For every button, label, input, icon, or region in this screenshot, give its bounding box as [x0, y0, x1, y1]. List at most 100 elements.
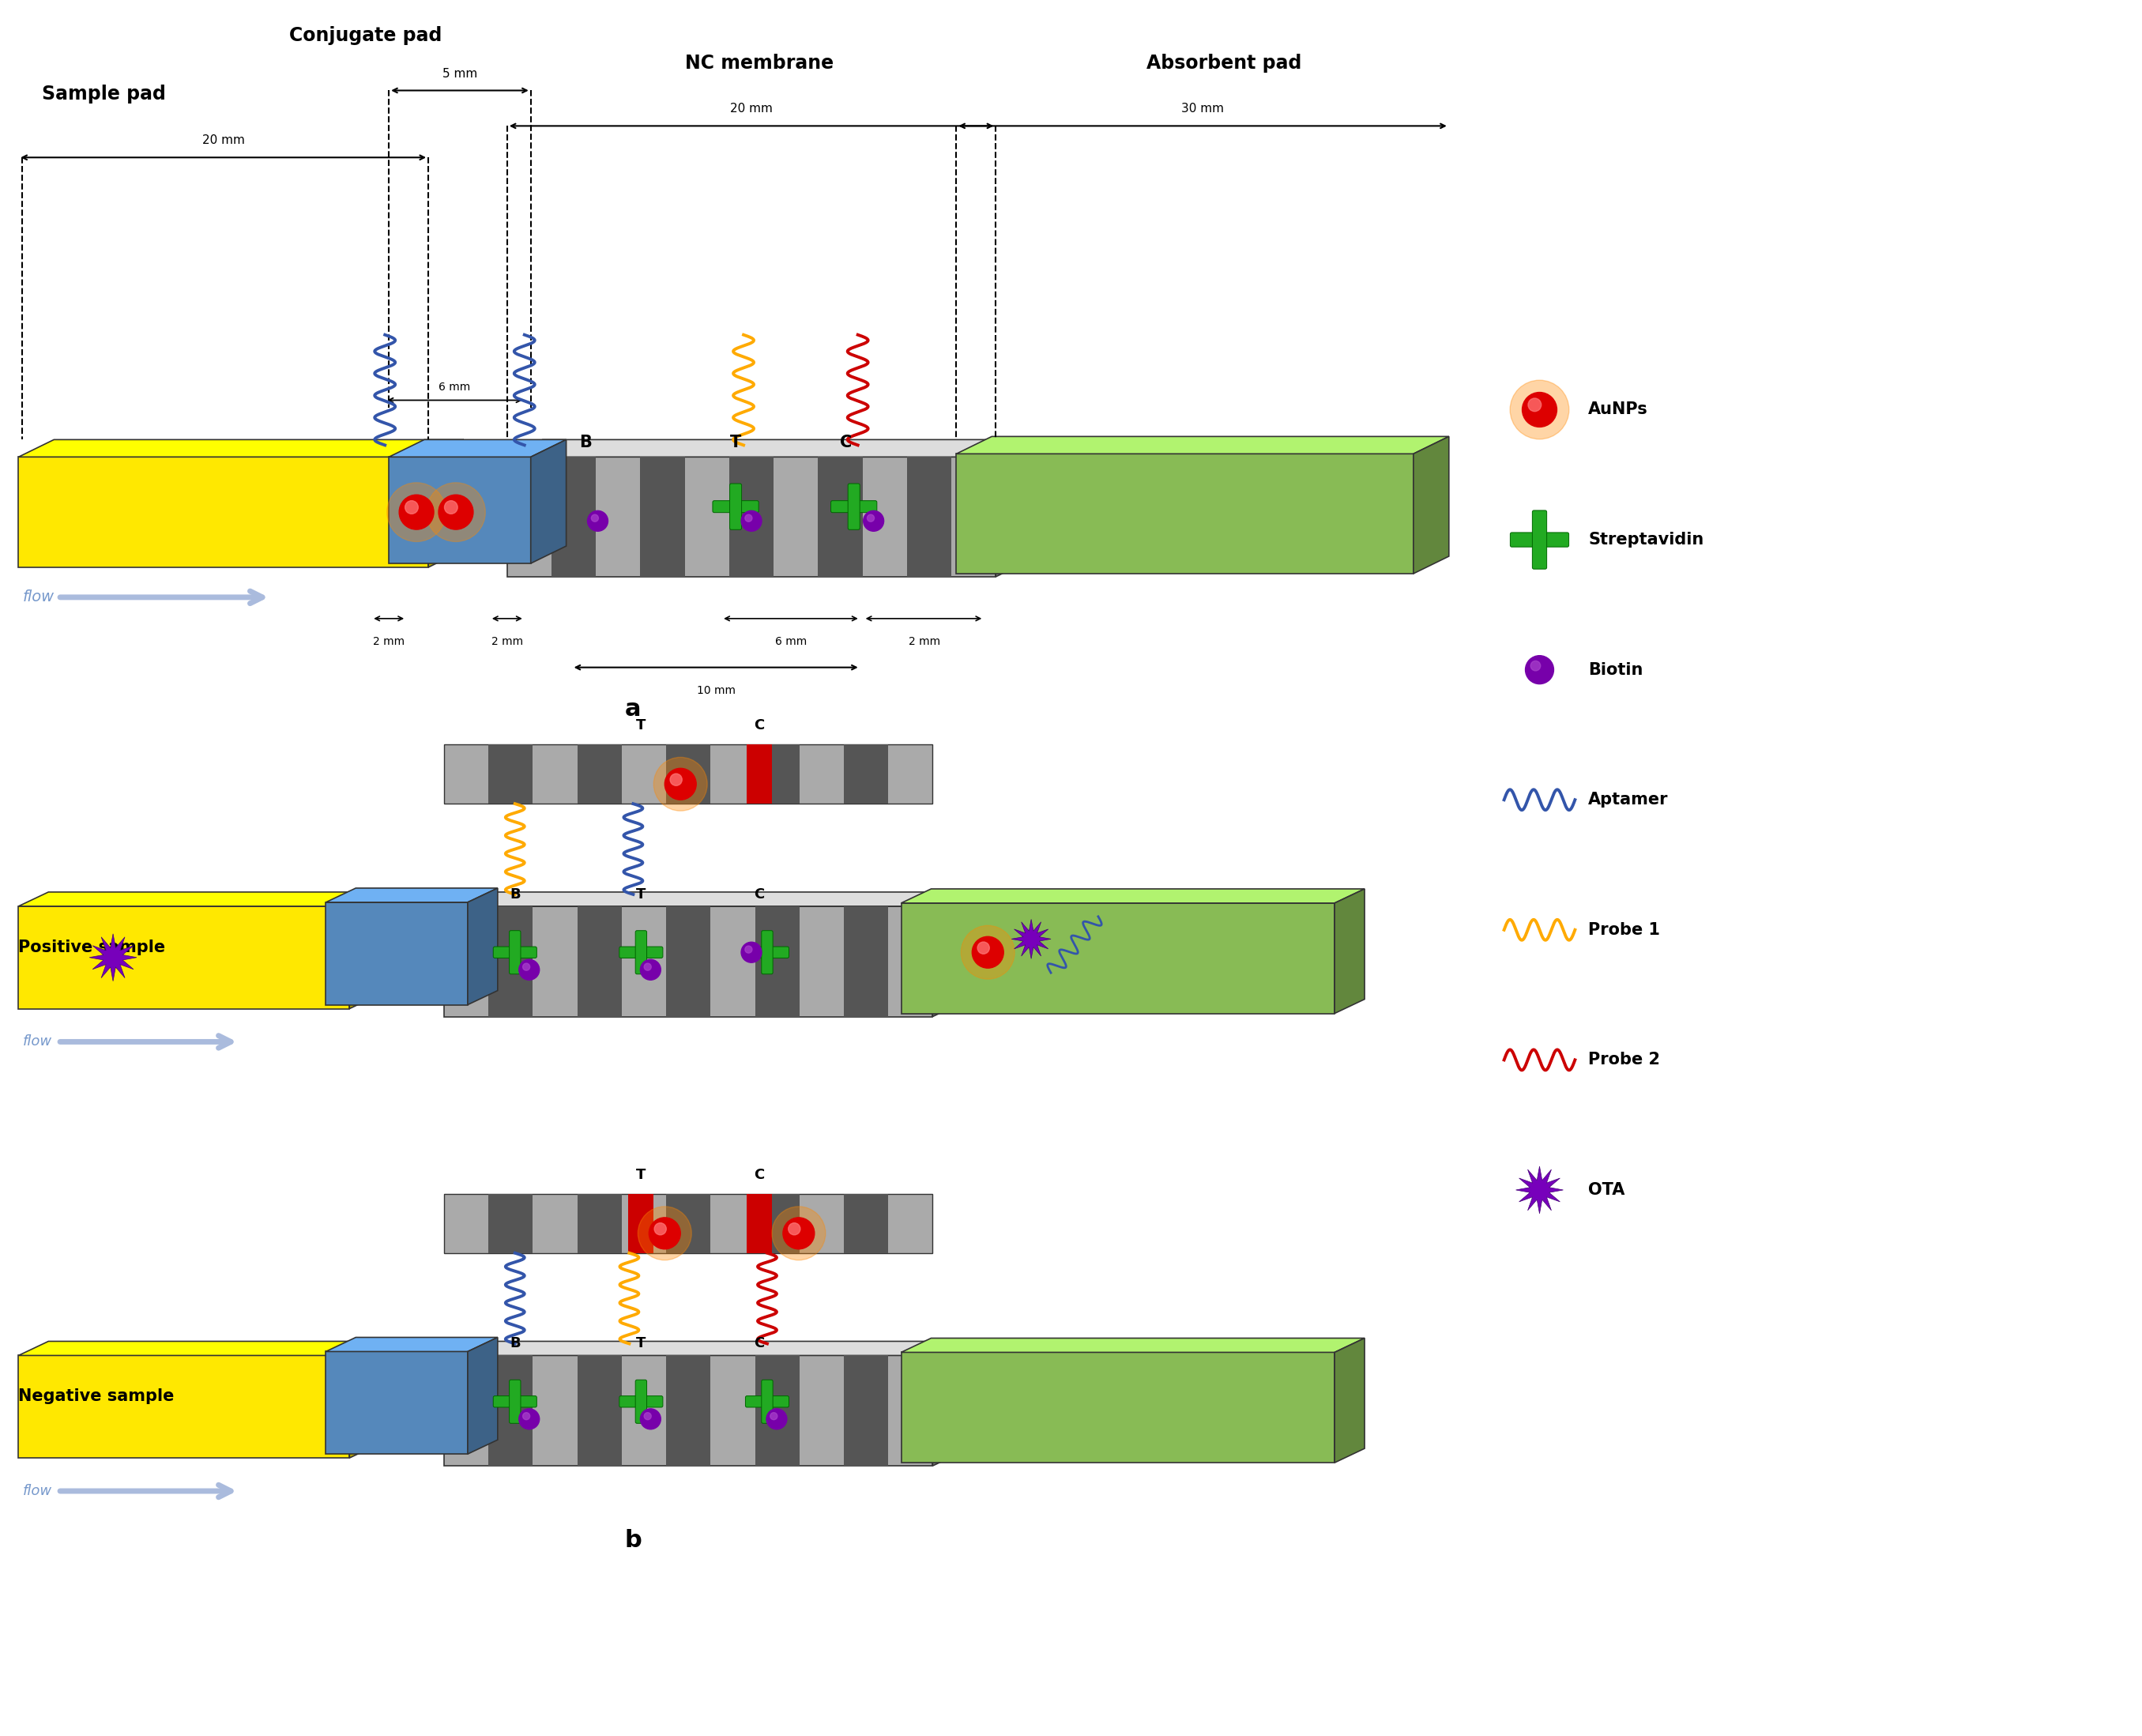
Polygon shape	[488, 906, 533, 1017]
Polygon shape	[19, 1356, 349, 1458]
Circle shape	[439, 495, 473, 529]
Text: Probe 2: Probe 2	[1589, 1052, 1660, 1068]
Text: T: T	[636, 1337, 647, 1351]
Circle shape	[518, 960, 540, 981]
FancyBboxPatch shape	[493, 1396, 538, 1408]
Text: 20 mm: 20 mm	[201, 135, 244, 146]
Text: C: C	[754, 1168, 765, 1182]
Bar	[666, 1194, 711, 1253]
Polygon shape	[754, 906, 799, 1017]
Text: 5 mm: 5 mm	[443, 68, 478, 80]
Circle shape	[649, 1217, 681, 1250]
Circle shape	[664, 769, 696, 800]
Polygon shape	[508, 457, 996, 576]
Circle shape	[587, 510, 608, 531]
Text: Absorbent pad: Absorbent pad	[1146, 54, 1302, 73]
Polygon shape	[19, 1342, 379, 1356]
Text: flow: flow	[21, 590, 54, 604]
Text: flow: flow	[21, 1484, 51, 1498]
Polygon shape	[578, 1356, 621, 1465]
Circle shape	[405, 500, 418, 514]
FancyBboxPatch shape	[493, 946, 538, 958]
FancyBboxPatch shape	[636, 1380, 647, 1424]
FancyBboxPatch shape	[510, 1380, 521, 1424]
Text: 2 mm: 2 mm	[491, 635, 523, 648]
Circle shape	[426, 483, 486, 542]
Bar	[666, 745, 711, 804]
Circle shape	[638, 1207, 692, 1260]
Text: C: C	[754, 887, 765, 901]
Polygon shape	[349, 892, 379, 1009]
Circle shape	[518, 1408, 540, 1429]
Circle shape	[1510, 380, 1568, 439]
Polygon shape	[467, 889, 497, 1005]
Bar	[748, 745, 771, 804]
Polygon shape	[19, 439, 465, 457]
Circle shape	[388, 483, 446, 542]
Polygon shape	[818, 457, 863, 576]
Circle shape	[645, 963, 651, 970]
Polygon shape	[390, 439, 565, 457]
Polygon shape	[19, 906, 349, 1009]
Text: b: b	[625, 1529, 643, 1552]
Text: 10 mm: 10 mm	[696, 684, 735, 696]
FancyBboxPatch shape	[619, 1396, 662, 1408]
Text: Streptavidin: Streptavidin	[1589, 531, 1703, 547]
Polygon shape	[531, 439, 565, 564]
Circle shape	[523, 1413, 529, 1420]
FancyBboxPatch shape	[831, 500, 876, 512]
Bar	[578, 745, 621, 804]
Circle shape	[1523, 392, 1557, 427]
Text: 30 mm: 30 mm	[1180, 102, 1223, 115]
Polygon shape	[326, 1337, 497, 1352]
Polygon shape	[902, 1338, 1364, 1352]
Circle shape	[868, 514, 874, 523]
Bar	[488, 1194, 533, 1253]
Text: Sample pad: Sample pad	[43, 85, 167, 104]
Circle shape	[1532, 661, 1540, 670]
Text: C: C	[754, 719, 765, 733]
Circle shape	[640, 1408, 660, 1429]
Polygon shape	[349, 1342, 379, 1458]
Circle shape	[645, 1413, 651, 1420]
Polygon shape	[955, 453, 1414, 573]
Text: NC membrane: NC membrane	[685, 54, 833, 73]
Text: T: T	[636, 887, 647, 901]
Text: B: B	[510, 1337, 521, 1351]
Bar	[443, 745, 932, 804]
Text: OTA: OTA	[1589, 1182, 1626, 1198]
Circle shape	[443, 500, 458, 514]
Text: T: T	[730, 434, 741, 451]
FancyBboxPatch shape	[1532, 510, 1547, 569]
Text: 20 mm: 20 mm	[730, 102, 773, 115]
Bar	[628, 1194, 653, 1253]
Text: a: a	[625, 698, 640, 720]
Bar	[844, 745, 889, 804]
Polygon shape	[844, 1356, 889, 1465]
Text: Biotin: Biotin	[1589, 661, 1643, 677]
Circle shape	[670, 774, 681, 786]
Polygon shape	[578, 906, 621, 1017]
Circle shape	[863, 510, 885, 531]
Polygon shape	[902, 889, 1364, 903]
Polygon shape	[754, 1356, 799, 1465]
Polygon shape	[443, 1342, 962, 1356]
FancyBboxPatch shape	[745, 1396, 788, 1408]
Circle shape	[640, 960, 660, 981]
Circle shape	[745, 514, 752, 523]
Circle shape	[523, 963, 529, 970]
Polygon shape	[1414, 436, 1448, 573]
FancyBboxPatch shape	[848, 484, 859, 529]
Bar	[488, 745, 533, 804]
Text: Positive sample: Positive sample	[19, 939, 165, 955]
Text: T: T	[636, 719, 647, 733]
Polygon shape	[1334, 1338, 1364, 1463]
Text: B: B	[580, 434, 591, 451]
Polygon shape	[955, 436, 1448, 453]
Text: 6 mm: 6 mm	[775, 635, 808, 648]
Circle shape	[745, 946, 752, 953]
FancyBboxPatch shape	[636, 930, 647, 974]
Bar	[748, 1194, 771, 1253]
Circle shape	[767, 1408, 786, 1429]
Polygon shape	[844, 906, 889, 1017]
